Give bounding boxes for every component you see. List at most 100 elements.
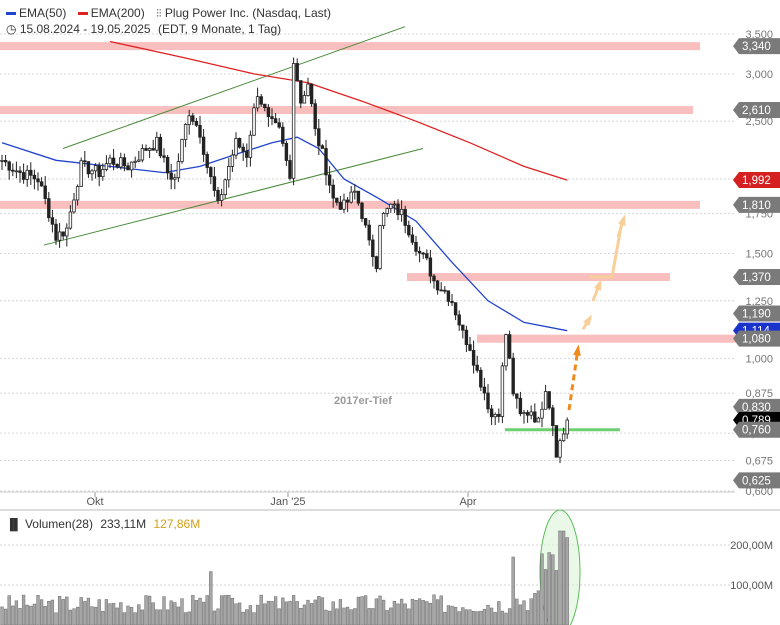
volume-bar — [57, 596, 62, 625]
volume-bar — [0, 606, 4, 625]
volume-bar — [47, 600, 51, 625]
volume-bar — [479, 610, 483, 625]
candle-body — [338, 201, 343, 210]
volume-bar — [187, 611, 191, 625]
ema50-label: EMA(50) — [19, 6, 67, 20]
candle-body — [90, 170, 94, 175]
candle-body — [414, 241, 418, 252]
volume-bar — [194, 600, 199, 625]
x-tick-label: Okt — [86, 496, 103, 508]
volume-bar — [65, 596, 69, 625]
volume-bar — [7, 595, 11, 625]
candle-body — [349, 191, 353, 203]
volume-bar — [533, 593, 537, 625]
candle-body — [104, 163, 109, 170]
candle-body — [50, 217, 55, 225]
y-tick-label: 1,500 — [745, 249, 773, 261]
candle-body — [140, 148, 145, 161]
candle-body — [561, 433, 566, 442]
candle-body — [525, 412, 530, 416]
volume-bar — [389, 607, 393, 625]
candle-body — [25, 169, 29, 180]
candle-body — [360, 202, 364, 219]
volume-bar — [212, 610, 217, 625]
price-tag: 0,830 — [733, 398, 780, 415]
candle-body — [399, 208, 404, 216]
candle-body — [263, 103, 267, 108]
volume-bar — [234, 603, 238, 625]
candle-body — [363, 218, 368, 226]
candle-body — [320, 145, 325, 149]
period-legend: ◷ 15.08.2024 - 19.05.2025 (EDT, 9 Monate… — [6, 22, 281, 36]
volume-bar — [133, 612, 137, 625]
candle-body — [21, 172, 26, 180]
volume-bar — [432, 594, 436, 625]
volume-bar — [410, 598, 415, 625]
candle-body — [374, 256, 379, 269]
candle-body — [32, 174, 37, 180]
volume-bar — [227, 594, 231, 625]
volume-bar — [273, 596, 278, 625]
candle-body — [554, 425, 559, 458]
candle-body — [453, 302, 458, 316]
volume-bar — [108, 603, 112, 625]
volume-bar — [313, 599, 317, 625]
candle-body — [324, 148, 328, 176]
volume-bar — [25, 604, 29, 625]
volume-bar — [317, 595, 321, 625]
candle-body — [356, 190, 361, 204]
y-tick-label: 0,875 — [745, 388, 773, 400]
candle-body — [252, 107, 256, 136]
candle-body — [7, 161, 11, 171]
volume-bar — [414, 600, 418, 625]
volume-bar — [3, 608, 8, 625]
candle-body — [68, 211, 73, 229]
candle-body — [471, 349, 476, 366]
candle-body — [273, 118, 278, 124]
volume-bar — [255, 604, 260, 625]
candle-body — [389, 203, 393, 210]
volume-bar — [291, 595, 296, 625]
volume-bar — [284, 601, 289, 625]
volume-bar — [558, 530, 562, 625]
candle-body — [335, 197, 339, 203]
volume-bar — [360, 596, 364, 625]
volume-bar — [21, 594, 26, 625]
volume-bar — [72, 608, 76, 625]
candle-body — [277, 122, 281, 128]
volume-bar — [18, 608, 22, 625]
candle-body — [353, 190, 357, 193]
candles — [0, 57, 569, 464]
volume-bar — [507, 608, 512, 625]
volume-bar — [363, 595, 368, 625]
candle-body — [432, 275, 436, 282]
candle-body — [126, 165, 130, 171]
price-tag: 1,370 — [733, 269, 780, 286]
volume-bar — [219, 595, 224, 625]
candle-body — [0, 159, 4, 162]
volume-bar — [97, 599, 101, 625]
ema200-line — [109, 40, 568, 181]
candle-body — [507, 334, 512, 359]
candle-body — [111, 157, 116, 165]
period-info: (EDT, 9 Monate, 1 Tag) — [157, 22, 282, 36]
ema50-line — [1, 136, 568, 332]
price-tag-label: 1,190 — [742, 309, 771, 321]
volume-bar — [306, 599, 310, 625]
candle-body — [435, 280, 440, 291]
volume-bar — [122, 612, 127, 625]
grid-lines — [0, 33, 735, 492]
candle-body — [486, 392, 490, 410]
volume-bar — [471, 610, 476, 625]
candle-body — [194, 120, 199, 126]
candle-body — [230, 154, 235, 167]
price-tag-label: 1,810 — [742, 200, 771, 212]
candle-body — [198, 124, 202, 138]
volume-bar — [32, 603, 37, 625]
volume-bar — [158, 609, 163, 625]
volume-bar — [129, 606, 134, 625]
volume-bar — [349, 609, 353, 625]
volume-bar — [453, 607, 458, 625]
volume-bar — [396, 603, 400, 625]
price-tag-bg — [733, 269, 780, 286]
